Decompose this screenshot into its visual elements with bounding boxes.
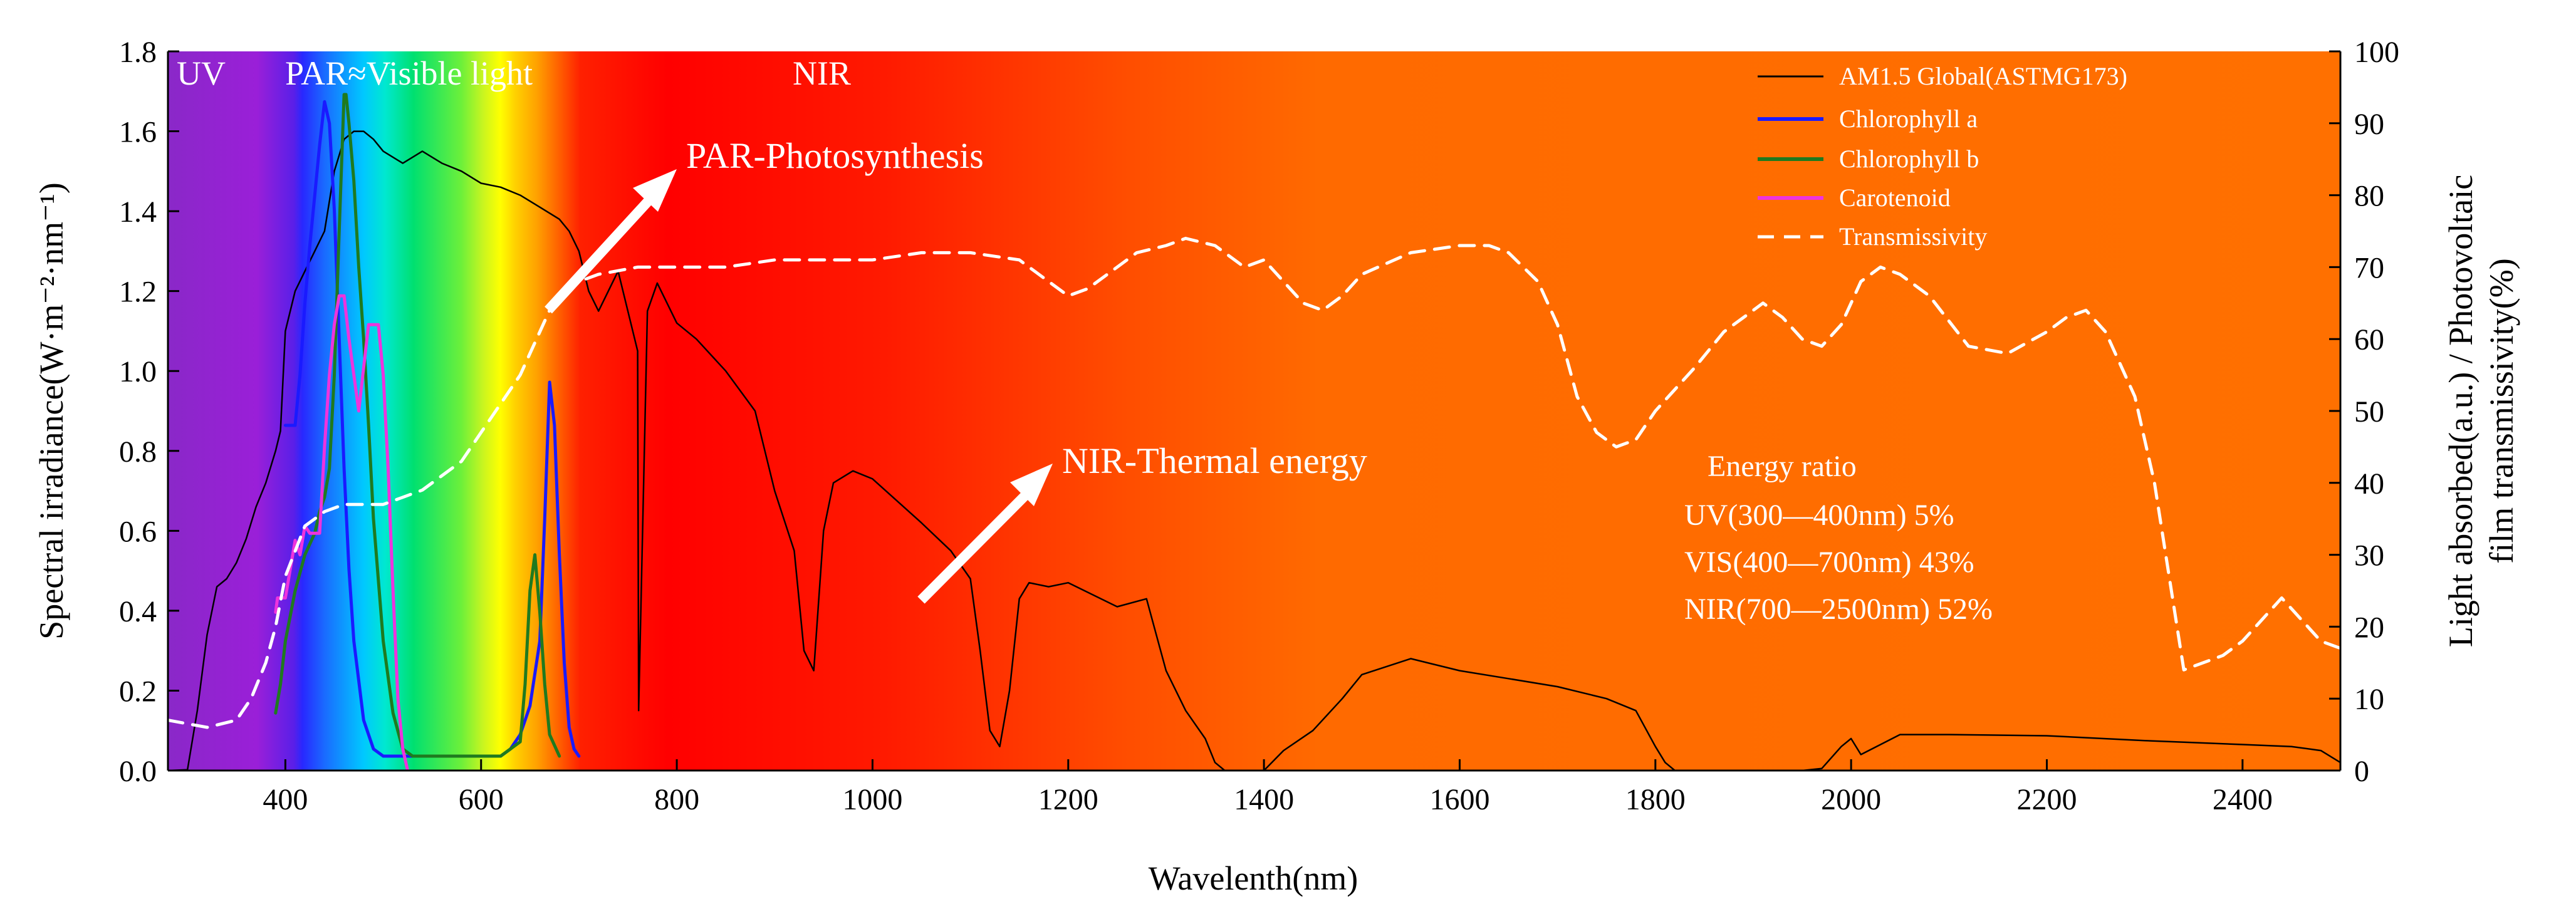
y-right-tick-label: 0 — [2354, 755, 2369, 788]
nir-arrow — [917, 488, 1033, 604]
band-label-uv: UV — [177, 55, 226, 92]
x-tick-label: 800 — [654, 783, 699, 816]
y-left-tick-label: 0.2 — [119, 675, 157, 708]
y-left-tick-label: 1.2 — [119, 276, 157, 309]
legend-label-transmissivity: Transmissivity — [1839, 222, 1987, 251]
annotation-par-photosynthesis: PAR-Photosynthesis — [686, 135, 984, 176]
x-tick-label: 1400 — [1234, 783, 1294, 816]
band-label-nir: NIR — [793, 55, 851, 92]
y-left-tick-label: 1.0 — [119, 355, 157, 388]
series-line-transmissivity — [168, 237, 2340, 729]
y-right-tick-label: 100 — [2354, 36, 2399, 69]
x-tick-label: 2200 — [2016, 783, 2077, 816]
x-tick-label: 400 — [263, 783, 308, 816]
legend: AM1.5 Global(ASTMG173) Chlorophyll a Chl… — [1758, 62, 2127, 251]
y-right-tick-label: 70 — [2354, 251, 2384, 284]
y-right-axis-title-line2: film transmissivity(%) — [2483, 258, 2520, 563]
legend-label-carotenoid: Carotenoid — [1839, 184, 1951, 212]
y-right-tick-label: 60 — [2354, 323, 2384, 356]
y-left-tick-label: 1.8 — [119, 36, 157, 69]
y-right-tick-label: 30 — [2354, 539, 2384, 573]
annotation-nir-thermal: NIR-Thermal energy — [1062, 440, 1367, 481]
x-axis: 400 600 800 1000 1200 1400 1600 1800 2000 2200 240… — [263, 759, 2273, 816]
y-left-tick-label: 1.6 — [119, 116, 157, 149]
par-arrow — [545, 194, 655, 314]
energy-ratio-vis: VIS(400—700nm) 43% — [1684, 546, 1974, 579]
x-tick-label: 1600 — [1429, 783, 1489, 816]
y-left-axis-title: Spectral irradiance(W·m⁻²·nm⁻¹) — [33, 182, 70, 640]
y-left-tick-label: 0.8 — [119, 435, 157, 469]
series-line-chlorophyll-b — [274, 93, 561, 758]
y-right-tick-label: 10 — [2354, 683, 2384, 716]
y-left-tick-label: 0.6 — [119, 515, 157, 548]
x-tick-label: 1000 — [842, 783, 902, 816]
y-right-tick-label: 20 — [2354, 611, 2384, 644]
y-right-tick-label: 80 — [2354, 180, 2384, 213]
y-left-tick-label: 0.0 — [119, 755, 157, 788]
y-right-tick-label: 40 — [2354, 467, 2384, 501]
x-tick-label: 600 — [459, 783, 504, 816]
x-tick-label: 1800 — [1625, 783, 1686, 816]
x-axis-title: Wavelenth(nm) — [1149, 859, 1358, 897]
legend-label-am15: AM1.5 Global(ASTMG173) — [1839, 62, 2127, 90]
x-tick-label: 2400 — [2213, 783, 2273, 816]
energy-ratio-nir: NIR(700—2500nm) 52% — [1684, 593, 1993, 626]
y-right-axis: 0 10 20 30 40 50 60 70 80 90 100 — [2329, 36, 2399, 788]
series-line-am1-5-global-astmg173 — [168, 130, 2340, 771]
y-left-axis: 0.0 0.2 0.4 0.6 0.8 1.0 1.2 1.4 1.6 1.8 — [119, 36, 179, 788]
legend-label-chlorophyll-b: Chlorophyll b — [1839, 145, 1979, 173]
y-right-axis-title-line1: Light absorbed(a.u.) / Photovoltaic — [2442, 175, 2480, 647]
y-right-tick-label: 90 — [2354, 108, 2384, 141]
legend-label-chlorophyll-a: Chlorophyll a — [1839, 105, 1978, 133]
series-line-chlorophyll-a — [283, 100, 581, 758]
nir-arrow-head — [1010, 464, 1053, 506]
spectrum-background — [168, 51, 2340, 771]
series-line-carotenoid — [274, 294, 410, 771]
energy-ratio-uv: UV(300—400nm) 5% — [1684, 499, 1954, 532]
x-tick-label: 2000 — [1821, 783, 1881, 816]
band-label-par: PAR≈Visible light — [285, 55, 533, 92]
y-right-tick-label: 50 — [2354, 395, 2384, 428]
x-tick-label: 1200 — [1038, 783, 1098, 816]
series-layer — [168, 93, 2340, 771]
y-left-tick-label: 0.4 — [119, 595, 157, 628]
par-arrow-head — [633, 169, 677, 212]
energy-ratio-box: Energy ratio UV(300—400nm) 5% VIS(400—70… — [1684, 450, 1993, 626]
y-left-tick-label: 1.4 — [119, 195, 157, 229]
energy-ratio-title: Energy ratio — [1708, 450, 1857, 483]
